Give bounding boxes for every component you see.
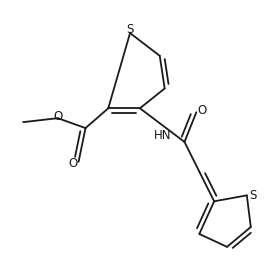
Text: O: O: [68, 157, 77, 170]
Text: S: S: [249, 189, 256, 202]
Text: O: O: [198, 104, 207, 117]
Text: O: O: [53, 110, 62, 123]
Text: HN: HN: [154, 130, 171, 143]
Text: S: S: [126, 23, 134, 36]
